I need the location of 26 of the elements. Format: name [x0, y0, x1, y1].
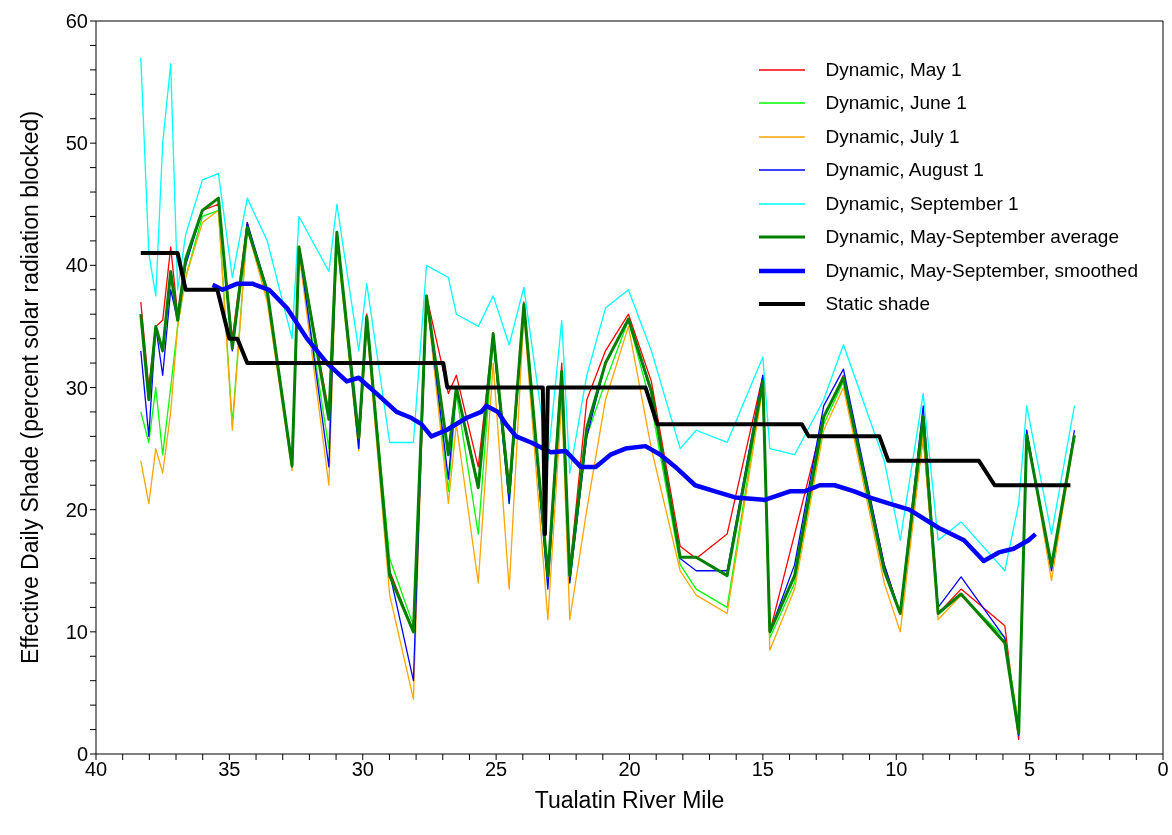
x-tick-label: 10	[885, 758, 908, 781]
y-tick-label: 0	[76, 743, 88, 766]
y-tick-label: 10	[65, 620, 88, 643]
legend-label: Dynamic, September 1	[825, 192, 1019, 215]
y-tick-label: 60	[65, 10, 88, 33]
x-tick-label: 15	[751, 758, 774, 781]
legend-label: Dynamic, May-September average	[825, 226, 1119, 249]
legend-label: Dynamic, May-September, smoothed	[825, 259, 1138, 282]
legend-label: Dynamic, July 1	[825, 125, 960, 148]
x-tick-label: 20	[618, 758, 641, 781]
x-tick-label: 35	[218, 758, 241, 781]
legend-label: Dynamic, August 1	[825, 159, 984, 182]
x-tick-label: 5	[1024, 758, 1036, 781]
y-tick-label: 30	[65, 376, 88, 399]
legend-label: Dynamic, May 1	[825, 58, 962, 81]
y-axis-title: Effective Daily Shade (percent solar radiation blocked)	[17, 110, 44, 665]
y-tick-label: 20	[65, 498, 88, 521]
line-series	[210, 281, 1038, 564]
y-tick-label: 40	[65, 254, 88, 277]
y-tick-label: 50	[65, 132, 88, 155]
x-tick-label: 30	[351, 758, 374, 781]
x-axis-title: Tualatin River Mile	[534, 787, 725, 813]
legend-label: Static shade	[825, 293, 930, 316]
x-tick-label: 0	[1157, 758, 1169, 781]
legend-label: Dynamic, June 1	[825, 92, 967, 115]
x-tick-label: 25	[485, 758, 508, 781]
